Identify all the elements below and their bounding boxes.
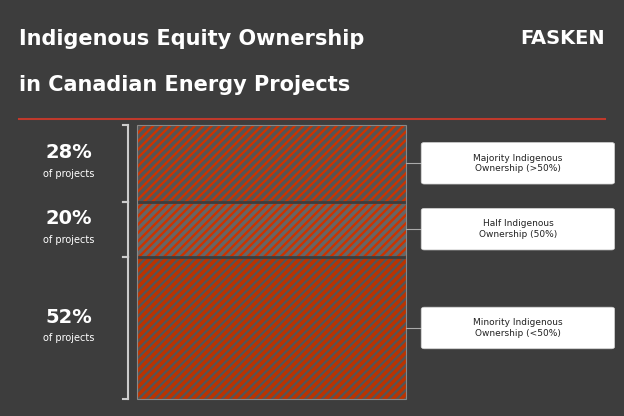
Text: 20%: 20% <box>46 209 92 228</box>
Text: 28%: 28% <box>46 144 92 162</box>
Text: Majority Indigenous
Ownership (>50%): Majority Indigenous Ownership (>50%) <box>473 154 563 173</box>
Text: in Canadian Energy Projects: in Canadian Energy Projects <box>19 75 350 95</box>
Text: 52%: 52% <box>46 308 92 327</box>
Text: FASKEN: FASKEN <box>520 29 605 48</box>
Text: of projects: of projects <box>43 168 94 178</box>
Text: Half Indigenous
Ownership (50%): Half Indigenous Ownership (50%) <box>479 219 557 239</box>
Text: of projects: of projects <box>43 235 94 245</box>
Text: Minority Indigenous
Ownership (<50%): Minority Indigenous Ownership (<50%) <box>473 318 563 338</box>
Text: of projects: of projects <box>43 333 94 343</box>
Text: Indigenous Equity Ownership: Indigenous Equity Ownership <box>19 29 364 49</box>
